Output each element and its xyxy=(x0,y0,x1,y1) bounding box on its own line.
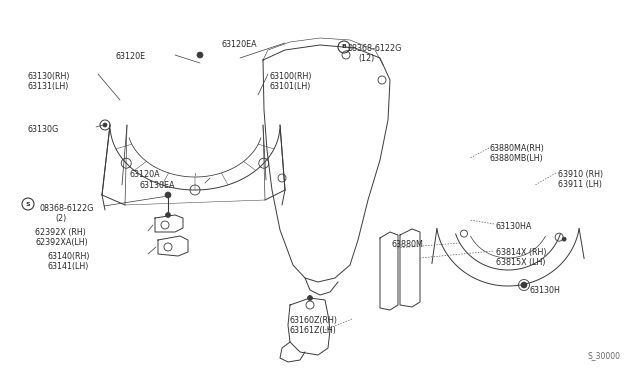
Text: S: S xyxy=(26,202,30,206)
Circle shape xyxy=(562,237,566,241)
Text: 63161Z(LH): 63161Z(LH) xyxy=(290,326,337,335)
Text: 63120E: 63120E xyxy=(115,52,145,61)
Text: 63880M: 63880M xyxy=(392,240,424,249)
Text: 63140(RH): 63140(RH) xyxy=(48,252,90,261)
Text: 63814X (RH): 63814X (RH) xyxy=(496,248,547,257)
Circle shape xyxy=(307,295,312,301)
Circle shape xyxy=(165,192,171,198)
Text: 62392XA(LH): 62392XA(LH) xyxy=(35,238,88,247)
Text: (2): (2) xyxy=(55,214,67,223)
Text: 63815X (LH): 63815X (LH) xyxy=(496,258,545,267)
Text: 63880MA(RH): 63880MA(RH) xyxy=(490,144,545,153)
Circle shape xyxy=(103,123,107,127)
Text: 63130HA: 63130HA xyxy=(496,222,532,231)
Text: 63131(LH): 63131(LH) xyxy=(28,82,69,91)
Text: 62392X (RH): 62392X (RH) xyxy=(35,228,86,237)
Text: 63160Z(RH): 63160Z(RH) xyxy=(290,316,338,325)
Text: 63101(LH): 63101(LH) xyxy=(270,82,312,91)
Text: 63130EA: 63130EA xyxy=(140,181,175,190)
Text: B: B xyxy=(342,45,346,49)
Text: 63911 (LH): 63911 (LH) xyxy=(558,180,602,189)
Circle shape xyxy=(521,282,527,288)
Text: S_30000: S_30000 xyxy=(587,351,620,360)
Text: 63120A: 63120A xyxy=(130,170,161,179)
Text: 63141(LH): 63141(LH) xyxy=(48,262,90,271)
Text: 63100(RH): 63100(RH) xyxy=(270,72,312,81)
Circle shape xyxy=(197,52,203,58)
Text: 63880MB(LH): 63880MB(LH) xyxy=(490,154,544,163)
Circle shape xyxy=(166,212,170,218)
Text: 63130G: 63130G xyxy=(28,125,60,134)
Text: 63130(RH): 63130(RH) xyxy=(28,72,70,81)
Text: 63910 (RH): 63910 (RH) xyxy=(558,170,603,179)
Text: 63120EA: 63120EA xyxy=(222,40,258,49)
Text: (12): (12) xyxy=(358,54,374,63)
Text: 08368-6122G: 08368-6122G xyxy=(348,44,403,53)
Text: 63130H: 63130H xyxy=(530,286,561,295)
Text: 08368-6122G: 08368-6122G xyxy=(40,204,94,213)
